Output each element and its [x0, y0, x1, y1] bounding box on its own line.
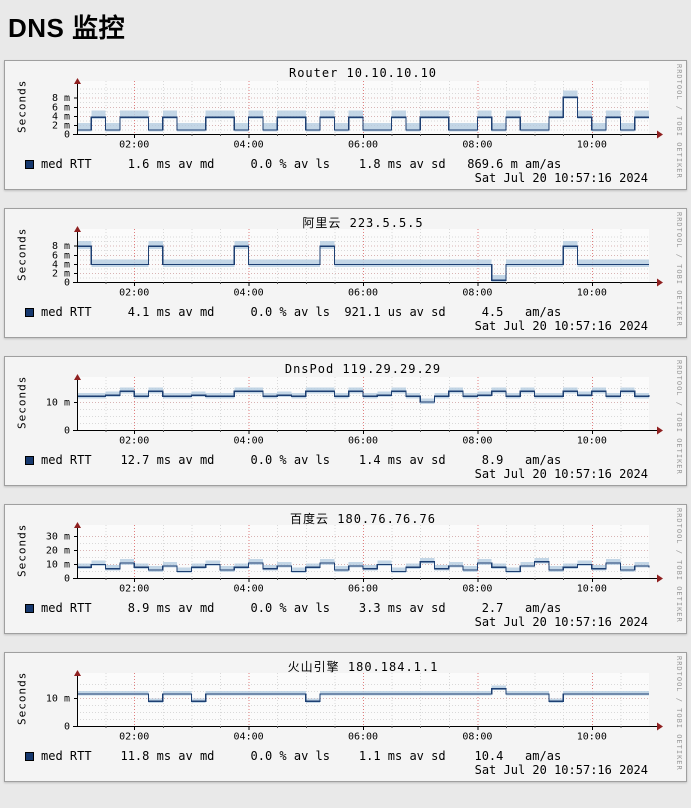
svg-text:0: 0: [64, 574, 70, 585]
graph-title: 阿里云 223.5.5.5: [302, 216, 424, 230]
legend-stats: med RTT 11.8 ms av md 0.0 % av ls 1.1 ms…: [41, 749, 562, 763]
svg-text:10:00: 10:00: [577, 140, 607, 151]
svg-text:06:00: 06:00: [348, 732, 378, 743]
median-color-swatch: [25, 159, 34, 169]
graph-panel-baiduyun: 百度云 180.76.76.76 Seconds 02:00 04:00 06:00…: [4, 504, 687, 634]
svg-text:4 m: 4 m: [52, 111, 70, 122]
legend-row: med RTT 1.6 ms av md 0.0 % av ls 1.8 ms …: [25, 157, 561, 171]
svg-text:02:00: 02:00: [119, 288, 149, 299]
svg-text:10 m: 10 m: [46, 398, 70, 409]
svg-text:08:00: 08:00: [462, 436, 492, 447]
rrdtool-watermark: RRDTOOL / TOBI OETIKER: [675, 656, 683, 771]
svg-text:08:00: 08:00: [462, 584, 492, 595]
svg-text:4 m: 4 m: [52, 259, 70, 270]
svg-text:0: 0: [64, 130, 70, 141]
rtt-chart: 02:00 04:00 06:00 08:00 10:00 10 m 0: [46, 670, 663, 743]
graph-panel-volcengine: 火山引擎 180.184.1.1 Seconds 02:00 04:00 06:00…: [4, 652, 687, 782]
page-title: DNS 监控: [8, 13, 126, 43]
svg-text:04:00: 04:00: [234, 140, 264, 151]
graph-title: 百度云 180.76.76.76: [290, 512, 436, 526]
svg-text:02:00: 02:00: [119, 584, 149, 595]
svg-text:08:00: 08:00: [462, 732, 492, 743]
median-color-swatch: [25, 455, 34, 465]
svg-text:10:00: 10:00: [577, 732, 607, 743]
legend-row: med RTT 12.7 ms av md 0.0 % av ls 1.4 ms…: [25, 453, 561, 467]
legend-stats: med RTT 1.6 ms av md 0.0 % av ls 1.8 ms …: [41, 157, 562, 171]
svg-text:10:00: 10:00: [577, 436, 607, 447]
svg-text:02:00: 02:00: [119, 436, 149, 447]
rrdtool-watermark: RRDTOOL / TOBI OETIKER: [675, 212, 683, 327]
svg-text:2 m: 2 m: [52, 268, 70, 279]
svg-text:06:00: 06:00: [348, 288, 378, 299]
median-color-swatch: [25, 751, 34, 761]
graph-timestamp: Sat Jul 20 10:57:16 2024: [474, 763, 648, 777]
svg-text:30 m: 30 m: [46, 532, 70, 543]
svg-text:2 m: 2 m: [52, 120, 70, 131]
svg-text:6 m: 6 m: [52, 250, 70, 261]
svg-text:02:00: 02:00: [119, 732, 149, 743]
svg-text:10 m: 10 m: [46, 694, 70, 705]
svg-text:8 m: 8 m: [52, 241, 70, 252]
svg-text:06:00: 06:00: [348, 140, 378, 151]
graph-timestamp: Sat Jul 20 10:57:16 2024: [474, 615, 648, 629]
svg-text:06:00: 06:00: [348, 584, 378, 595]
svg-text:20 m: 20 m: [46, 546, 70, 557]
svg-text:8 m: 8 m: [52, 93, 70, 104]
median-color-swatch: [25, 603, 34, 613]
svg-text:10 m: 10 m: [46, 560, 70, 571]
legend-stats: med RTT 4.1 ms av md 0.0 % av ls 921.1 u…: [41, 305, 562, 319]
svg-text:0: 0: [64, 426, 70, 437]
legend-row: med RTT 4.1 ms av md 0.0 % av ls 921.1 u…: [25, 305, 561, 319]
legend-stats: med RTT 12.7 ms av md 0.0 % av ls 1.4 ms…: [41, 453, 562, 467]
svg-text:08:00: 08:00: [462, 140, 492, 151]
svg-text:6 m: 6 m: [52, 102, 70, 113]
svg-text:04:00: 04:00: [234, 732, 264, 743]
svg-text:10:00: 10:00: [577, 584, 607, 595]
graph-panel-dnspod: DnsPod 119.29.29.29 Seconds 02:00 04:00 06…: [4, 356, 687, 486]
rrdtool-watermark: RRDTOOL / TOBI OETIKER: [675, 64, 683, 179]
svg-text:04:00: 04:00: [234, 436, 264, 447]
graph-title: 火山引擎 180.184.1.1: [287, 660, 439, 674]
svg-text:06:00: 06:00: [348, 436, 378, 447]
rtt-chart: 02:00 04:00 06:00 08:00 10:00 8 m6 m4 m2 m0: [52, 226, 663, 299]
svg-text:04:00: 04:00: [234, 288, 264, 299]
svg-text:0: 0: [64, 722, 70, 733]
rrdtool-watermark: RRDTOOL / TOBI OETIKER: [675, 508, 683, 623]
rrdtool-watermark: RRDTOOL / TOBI OETIKER: [675, 360, 683, 475]
rtt-chart: 02:00 04:00 06:00 08:00 10:00 10 m 0: [46, 374, 663, 447]
legend-stats: med RTT 8.9 ms av md 0.0 % av ls 3.3 ms …: [41, 601, 562, 615]
legend-row: med RTT 11.8 ms av md 0.0 % av ls 1.1 ms…: [25, 749, 561, 763]
graph-title: DnsPod 119.29.29.29: [284, 362, 442, 376]
svg-text:08:00: 08:00: [462, 288, 492, 299]
svg-text:0: 0: [64, 278, 70, 289]
graph-timestamp: Sat Jul 20 10:57:16 2024: [474, 319, 648, 333]
svg-text:02:00: 02:00: [119, 140, 149, 151]
graph-title: Router 10.10.10.10: [288, 66, 438, 80]
graph-timestamp: Sat Jul 20 10:57:16 2024: [474, 171, 648, 185]
graph-panel-router: Router 10.10.10.10 Seconds 02:00 04:00 06:…: [4, 60, 687, 190]
rtt-chart: 02:00 04:00 06:00 08:00 10:00 30 m 20 m 10 m 0: [46, 522, 663, 595]
svg-text:10:00: 10:00: [577, 288, 607, 299]
graph-panel-aliyun: 阿里云 223.5.5.5 Seconds 02:00 04:00 06:00 08:…: [4, 208, 687, 338]
svg-text:04:00: 04:00: [234, 584, 264, 595]
legend-row: med RTT 8.9 ms av md 0.0 % av ls 3.3 ms …: [25, 601, 561, 615]
rtt-chart: 02:00 04:00 06:00 08:00 10:00 8 m6 m4 m2 m0: [52, 78, 663, 151]
graph-timestamp: Sat Jul 20 10:57:16 2024: [474, 467, 648, 481]
median-color-swatch: [25, 307, 34, 317]
